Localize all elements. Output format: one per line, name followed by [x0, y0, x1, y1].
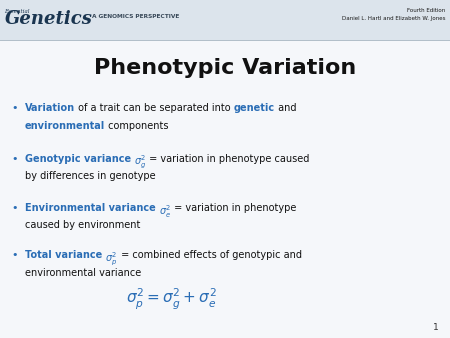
Text: caused by environment: caused by environment — [25, 220, 140, 231]
Text: Total variance: Total variance — [25, 250, 105, 260]
Text: Environmental variance: Environmental variance — [25, 203, 159, 213]
Text: $\sigma_g^2$: $\sigma_g^2$ — [134, 154, 146, 171]
Text: •: • — [11, 103, 18, 113]
Text: 1: 1 — [433, 323, 439, 332]
Text: •: • — [11, 154, 18, 164]
Text: Daniel L. Hartl and Elizabeth W. Jones: Daniel L. Hartl and Elizabeth W. Jones — [342, 17, 446, 21]
Text: Phenotypic Variation: Phenotypic Variation — [94, 57, 356, 78]
Text: by differences in genotype: by differences in genotype — [25, 171, 155, 182]
Text: and: and — [275, 103, 296, 113]
Text: Variation: Variation — [25, 103, 75, 113]
Text: $\sigma_p^2 = \sigma_g^2 + \sigma_e^2$: $\sigma_p^2 = \sigma_g^2 + \sigma_e^2$ — [126, 287, 216, 312]
Text: = combined effects of genotypic and: = combined effects of genotypic and — [117, 250, 302, 260]
Text: Genotypic variance: Genotypic variance — [25, 154, 134, 164]
Text: Essential: Essential — [4, 9, 30, 14]
Text: $\sigma_e^2$: $\sigma_e^2$ — [159, 203, 171, 220]
Text: components: components — [105, 121, 168, 131]
Text: environmental variance: environmental variance — [25, 268, 141, 278]
Text: = variation in phenotype caused: = variation in phenotype caused — [146, 154, 310, 164]
Text: environmental: environmental — [25, 121, 105, 131]
Text: Fourth Edition: Fourth Edition — [407, 8, 446, 13]
Text: of a trait can be separated into: of a trait can be separated into — [75, 103, 234, 113]
Text: = variation in phenotype: = variation in phenotype — [171, 203, 297, 213]
Text: Genetics: Genetics — [4, 9, 92, 28]
Text: $\sigma_p^2$: $\sigma_p^2$ — [105, 250, 117, 267]
Text: •: • — [11, 250, 18, 260]
Text: •: • — [11, 203, 18, 213]
Bar — [0, 0, 450, 40]
Text: genetic: genetic — [234, 103, 275, 113]
Text: A GENOMICS PERSPECTIVE: A GENOMICS PERSPECTIVE — [92, 14, 180, 19]
